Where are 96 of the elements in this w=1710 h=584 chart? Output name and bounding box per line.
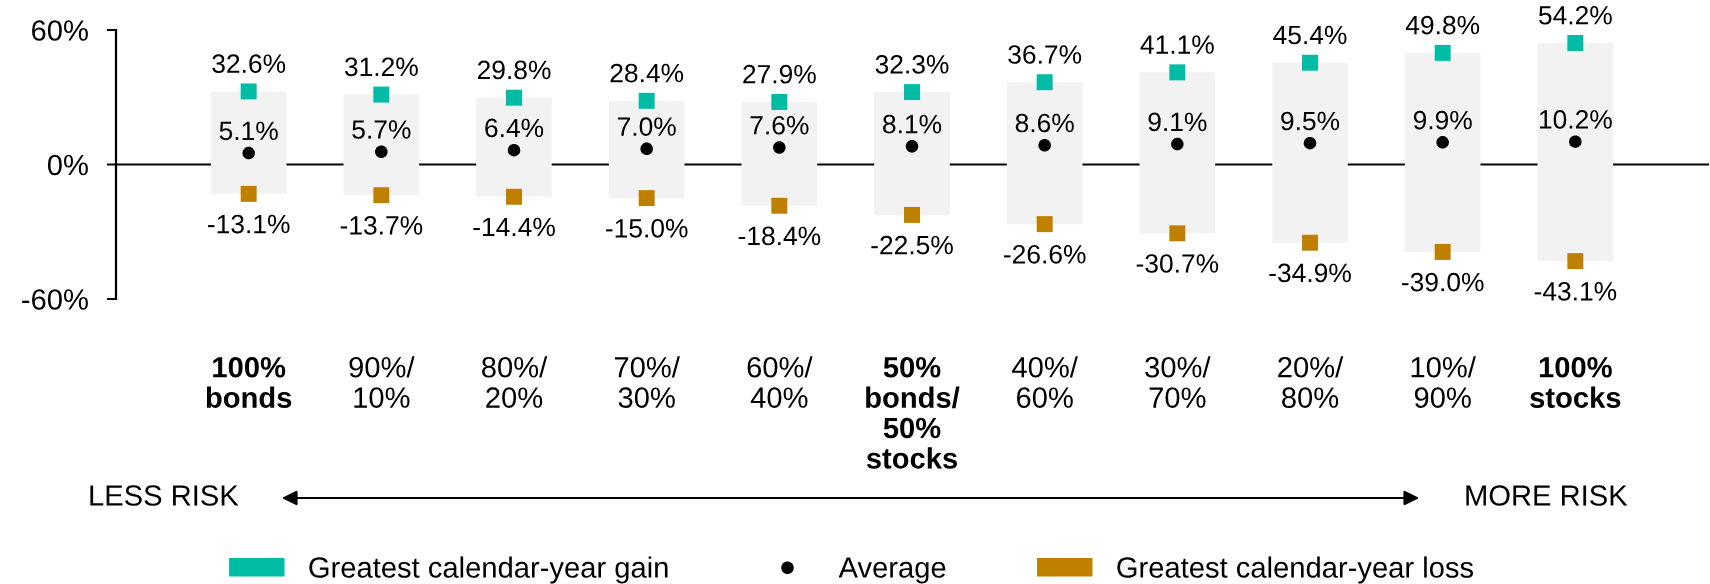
legend-label: Greatest calendar-year gain: [309, 556, 668, 584]
bar: [476, 97, 552, 197]
data-label: 41.1%: [1140, 35, 1214, 54]
point: [640, 142, 653, 156]
x-tick-label: 40%/ 60%: [1012, 356, 1078, 408]
bar: [1139, 72, 1216, 234]
data-label: 32.6%: [212, 54, 286, 74]
point: [240, 83, 257, 100]
bar: [210, 91, 287, 194]
x-tick-label: 60%/ 40%: [747, 356, 813, 408]
point: [375, 145, 388, 158]
data-label: -34.9%: [1269, 263, 1351, 283]
data-label: 28.4%: [610, 63, 684, 83]
point: [904, 206, 920, 223]
text: MORE RISK: [1466, 485, 1628, 506]
data-label: 49.8%: [1405, 15, 1480, 35]
point: [1569, 135, 1582, 148]
bar: [1006, 82, 1083, 225]
data-label: 9.5%: [1281, 111, 1340, 131]
data-label: -13.1%: [208, 214, 290, 234]
data-label: 36.7%: [1008, 45, 1082, 64]
data-label: 29.8%: [477, 60, 551, 80]
data-label: 10.2%: [1539, 110, 1612, 129]
point: [1567, 253, 1584, 270]
data-label: 45.4%: [1273, 25, 1347, 45]
point: [773, 141, 786, 154]
data-label: -39.0%: [1402, 272, 1484, 292]
y-tick-label: 0%: [47, 154, 88, 176]
data-label: 27.9%: [743, 64, 816, 84]
x-tick-label: 100% stocks: [1530, 356, 1621, 408]
data-label: 54.2%: [1538, 5, 1612, 25]
point: [905, 140, 919, 153]
point: [1171, 137, 1184, 151]
point: [506, 89, 522, 106]
y-tick-label: -60%: [22, 289, 88, 310]
bar: [1537, 43, 1614, 262]
point: [373, 86, 390, 103]
data-label: 7.6%: [750, 115, 809, 135]
data-label: -13.7%: [340, 216, 423, 235]
data-label: 9.9%: [1413, 110, 1472, 130]
point: [1169, 64, 1186, 81]
point: [1302, 54, 1318, 71]
data-label: -30.7%: [1136, 254, 1219, 273]
bar: [343, 94, 420, 196]
point: [242, 146, 255, 160]
data-label: 32.3%: [875, 55, 949, 74]
data-label: 9.1%: [1148, 112, 1207, 132]
data-label: 31.2%: [344, 57, 418, 77]
x-tick-label: 20%/ 80%: [1278, 356, 1344, 408]
data-label: -15.0%: [606, 218, 688, 238]
data-label: 8.6%: [1015, 113, 1074, 133]
data-label: 5.1%: [219, 121, 278, 141]
data-label: 5.7%: [352, 120, 411, 139]
bar: [741, 101, 818, 206]
point: [373, 187, 390, 204]
y-tick-label: 60%: [32, 20, 88, 41]
data-label: -14.4%: [473, 217, 555, 237]
point: [240, 185, 257, 202]
point: [1434, 243, 1451, 260]
x-tick-label: 30%/ 70%: [1145, 356, 1211, 408]
bar: [874, 92, 950, 215]
point: [1036, 216, 1053, 233]
x-tick-label: 50% bonds/ 50% stocks: [866, 356, 960, 469]
x-tick-label: 80%/ 20%: [482, 356, 548, 408]
point: [1169, 225, 1186, 242]
text: LESS RISK: [90, 485, 239, 506]
data-label: 6.4%: [485, 118, 544, 138]
point: [1302, 234, 1318, 251]
data-label: 8.1%: [883, 114, 942, 134]
point: [507, 143, 521, 157]
bar: [1404, 52, 1481, 252]
point: [1036, 74, 1053, 91]
x-tick-label: 90%/ 10%: [349, 356, 415, 408]
bar: [1272, 62, 1348, 243]
point: [1434, 44, 1451, 61]
legend-label: Average: [838, 557, 946, 584]
data-label: -43.1%: [1534, 281, 1617, 301]
point: [1303, 136, 1317, 150]
x-tick-label: 70%/ 30%: [614, 356, 680, 408]
bar: [608, 100, 685, 199]
data-label: -18.4%: [738, 226, 821, 246]
data-label: -26.6%: [1004, 244, 1086, 264]
x-tick-label: 100% bonds: [206, 356, 292, 408]
point: [506, 188, 522, 205]
legend-label: Greatest calendar-year loss: [1117, 556, 1474, 584]
point: [1436, 136, 1449, 149]
point: [771, 197, 788, 214]
data-label: -22.5%: [871, 235, 953, 255]
data-label: 7.0%: [617, 117, 676, 136]
x-tick-label: 10%/ 90%: [1411, 356, 1476, 408]
point: [1038, 138, 1051, 152]
point: [904, 84, 920, 101]
point: [771, 93, 788, 110]
point: [638, 92, 655, 109]
point: [1567, 35, 1584, 51]
point: [638, 190, 655, 207]
